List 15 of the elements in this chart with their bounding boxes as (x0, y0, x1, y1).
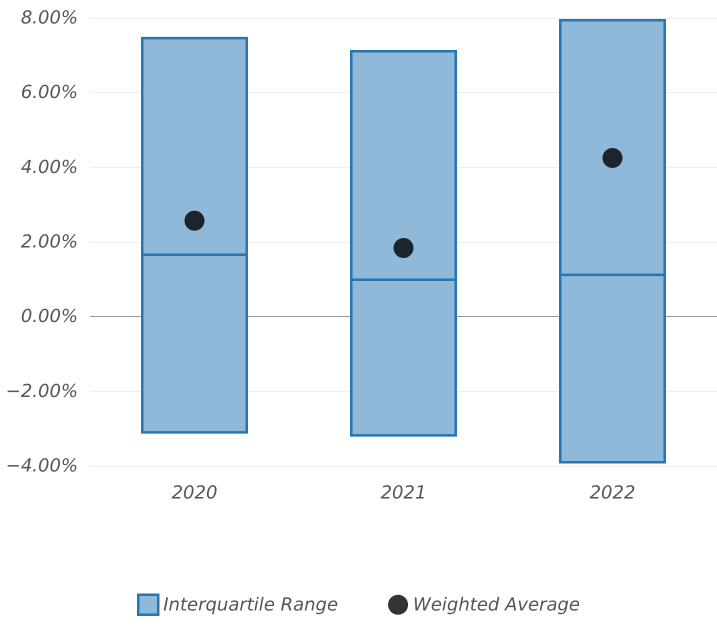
y-tick-label: 6.00% (20, 82, 78, 104)
y-tick-label: 0.00% (20, 306, 78, 328)
y-tick-label: 2.00% (20, 232, 78, 252)
x-tick-label: 2022 (590, 482, 636, 504)
legend-label: Interquartile Range (163, 594, 338, 616)
legend-label: Weighted Average (413, 594, 580, 616)
point (184, 210, 204, 231)
y-tick-label: 8.00% (20, 8, 78, 28)
y-tick-label: −4.00% (6, 456, 78, 476)
point (394, 238, 414, 258)
point (602, 148, 622, 168)
x-tick-label: 2020 (172, 482, 218, 504)
x-tick-label: 2021 (380, 482, 426, 504)
y-tick-label: −2.00% (6, 380, 78, 402)
y-tick-label: 4.00% (20, 156, 78, 178)
